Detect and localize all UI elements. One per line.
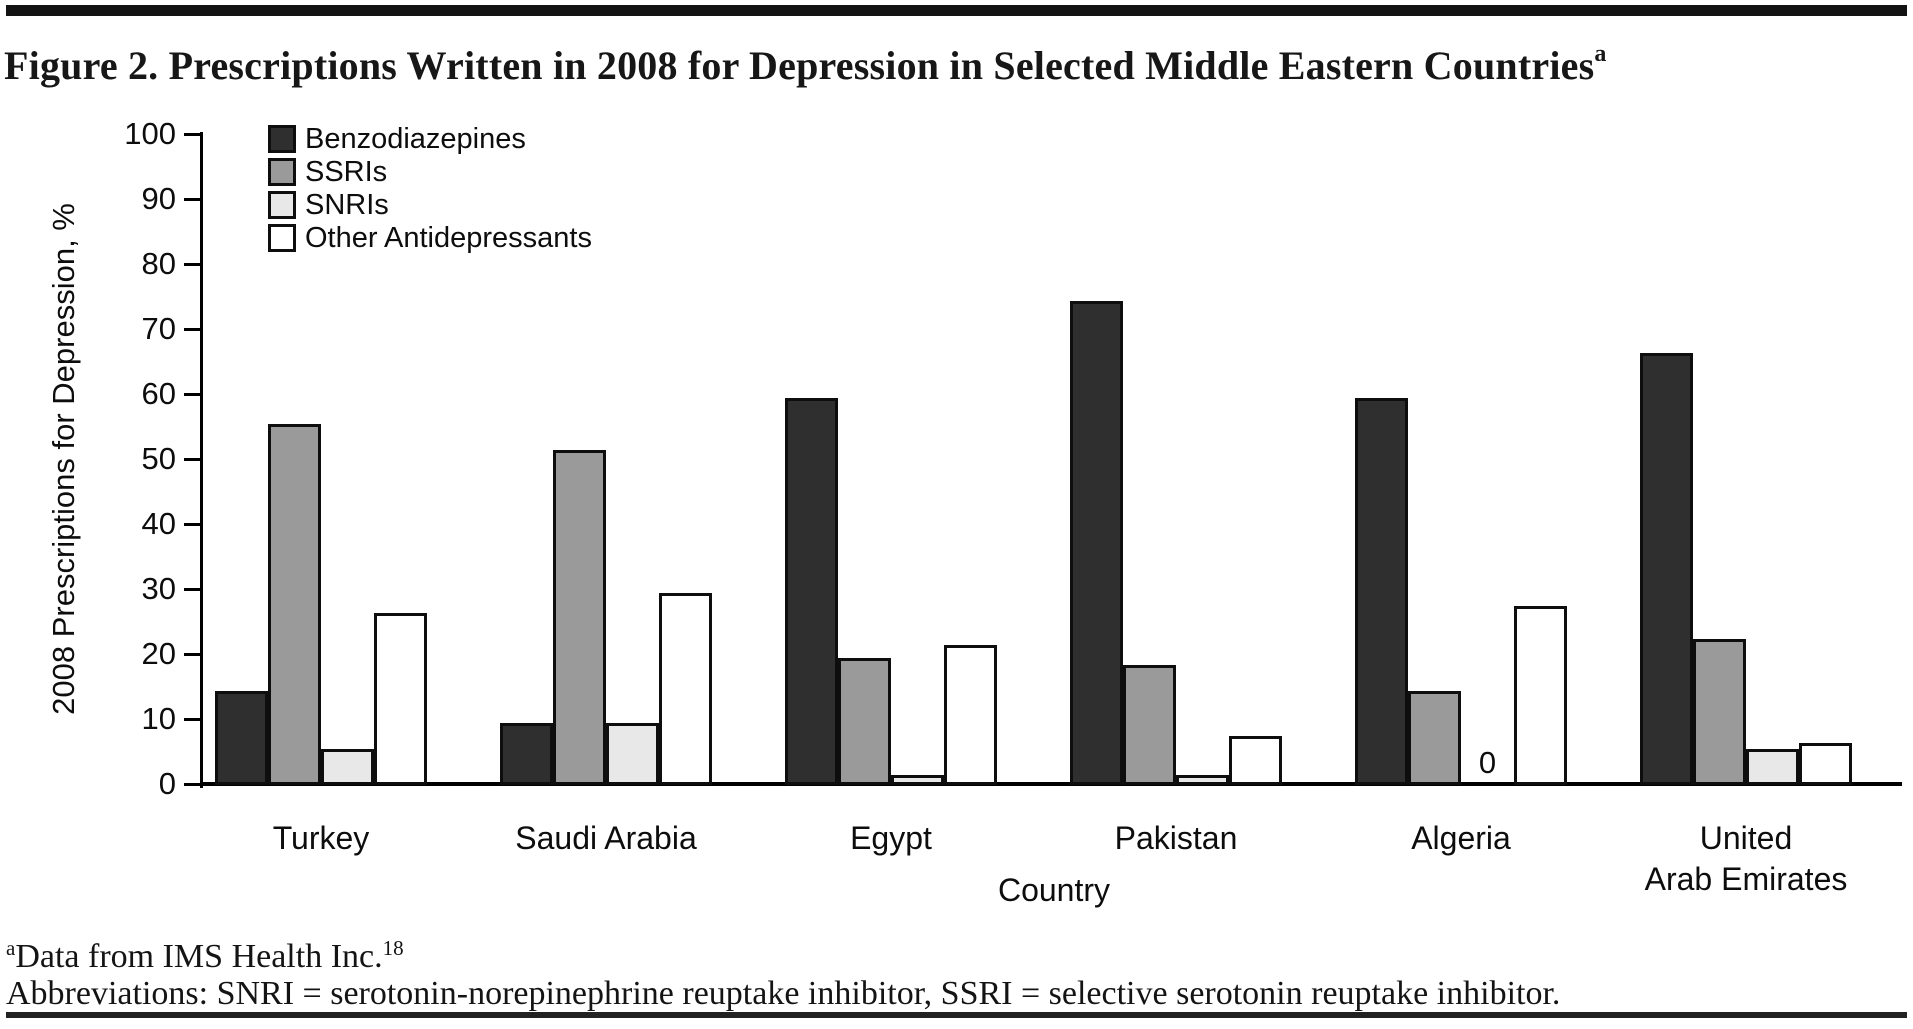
bar-benzodiazepines-turkey	[215, 691, 268, 785]
x-category-label-turkey: Turkey	[161, 818, 481, 859]
y-tick	[184, 588, 200, 591]
figure-title: Figure 2. Prescriptions Written in 2008 …	[4, 28, 1884, 92]
y-tick-label: 90	[141, 181, 176, 216]
legend-swatch-benzodiazepines	[268, 125, 296, 153]
x-category-label-line: Pakistan	[1114, 820, 1238, 856]
y-tick-label: 70	[141, 311, 176, 346]
bar-chart: 2008 Prescriptions for Depression, % Cou…	[0, 100, 1913, 920]
y-tick	[184, 523, 200, 526]
y-tick	[184, 393, 200, 396]
y-tick-label: 10	[141, 701, 176, 736]
y-tick	[184, 198, 200, 201]
bar-other-antidepressants-pakistan	[1229, 736, 1282, 785]
legend-label-benzodiazepines: Benzodiazepines	[305, 123, 526, 155]
bar-snris-saudi-arabia	[606, 723, 659, 785]
y-tick-label: 40	[141, 506, 176, 541]
y-tick	[184, 718, 200, 721]
x-axis-line	[200, 782, 1902, 786]
bar-benzodiazepines-algeria	[1355, 398, 1408, 785]
bar-other-antidepressants-saudi-arabia	[659, 593, 712, 785]
bar-ssris-pakistan	[1123, 665, 1176, 785]
x-category-label-egypt: Egypt	[731, 818, 1051, 859]
bar-other-antidepressants-egypt	[944, 645, 997, 785]
legend-label-snris: SNRIs	[305, 189, 389, 221]
x-category-label-line: Turkey	[272, 820, 370, 856]
y-tick-label: 50	[141, 441, 176, 476]
zero-value-label: 0	[1478, 745, 1497, 780]
x-category-label-line: Arab Emirates	[1644, 861, 1848, 897]
x-axis-title: Country	[997, 872, 1111, 908]
footnote-text: Data from IMS Health Inc.	[15, 938, 383, 975]
bar-other-antidepressants-algeria	[1514, 606, 1567, 785]
y-tick-label: 30	[141, 571, 176, 606]
legend-label-other-antidepressants: Other Antidepressants	[305, 222, 592, 254]
footnote-data-source: aData from IMS Health Inc.18	[6, 926, 404, 979]
legend-swatch-other-antidepressants	[268, 224, 296, 252]
y-tick-label: 60	[141, 376, 176, 411]
bar-ssris-turkey	[268, 424, 321, 785]
y-tick-label: 100	[124, 116, 176, 151]
x-category-label-algeria: Algeria	[1301, 818, 1621, 859]
footnote-reference-number: 18	[382, 936, 404, 960]
footnote-abbreviations: Abbreviations: SNRI = serotonin-norepine…	[6, 975, 1561, 1012]
y-tick	[184, 328, 200, 331]
bar-ssris-saudi-arabia	[553, 450, 606, 785]
bar-ssris-egypt	[838, 658, 891, 785]
top-horizontal-rule	[6, 5, 1907, 16]
bar-benzodiazepines-saudi-arabia	[500, 723, 553, 785]
x-category-label-saudi-arabia: Saudi Arabia	[446, 818, 766, 859]
bar-benzodiazepines-pakistan	[1070, 301, 1123, 785]
bar-other-antidepressants-united-arab-emirates	[1799, 743, 1852, 785]
x-category-label-line: Saudi Arabia	[515, 820, 697, 856]
y-axis-title: 2008 Prescriptions for Depression, %	[46, 203, 81, 715]
bar-other-antidepressants-turkey	[374, 613, 427, 785]
bar-benzodiazepines-egypt	[785, 398, 838, 785]
footnote-superscript-a: a	[6, 936, 16, 960]
bar-snris-united-arab-emirates	[1746, 749, 1799, 785]
x-category-label-united-arab-emirates: United Arab Emirates	[1586, 818, 1906, 900]
x-category-label-pakistan: Pakistan	[1016, 818, 1336, 859]
y-tick-label: 80	[141, 246, 176, 281]
y-tick	[184, 458, 200, 461]
y-tick	[184, 653, 200, 656]
bar-snris-egypt	[891, 775, 944, 785]
legend-swatch-snris	[268, 191, 296, 219]
y-axis-line	[200, 132, 203, 788]
y-tick	[184, 133, 200, 136]
y-tick	[184, 263, 200, 266]
legend-label-ssris: SSRIs	[305, 156, 388, 188]
x-category-label-line: Egypt	[850, 820, 932, 856]
y-tick-label: 0	[158, 766, 176, 801]
x-category-label-line: United	[1699, 820, 1793, 856]
y-tick	[184, 783, 200, 786]
bottom-horizontal-rule	[6, 1012, 1907, 1018]
bar-snris-pakistan	[1176, 775, 1229, 785]
bar-ssris-united-arab-emirates	[1693, 639, 1746, 785]
legend-swatch-ssris	[268, 158, 296, 186]
bar-benzodiazepines-united-arab-emirates	[1640, 353, 1693, 785]
bar-snris-turkey	[321, 749, 374, 785]
bar-ssris-algeria	[1408, 691, 1461, 785]
figure-title-superscript: a	[1594, 41, 1607, 67]
x-category-label-line: Algeria	[1411, 820, 1511, 856]
y-tick-label: 20	[141, 636, 176, 671]
figure-title-text: Figure 2. Prescriptions Written in 2008 …	[4, 43, 1595, 88]
